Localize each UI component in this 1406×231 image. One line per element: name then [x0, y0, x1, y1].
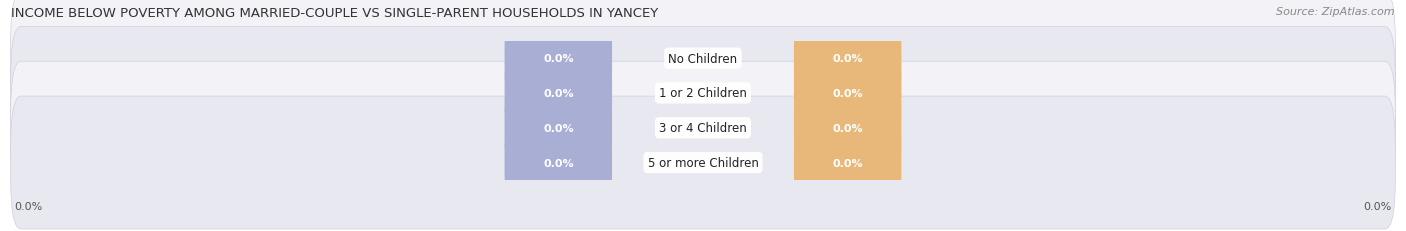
Text: 5 or more Children: 5 or more Children — [648, 156, 758, 169]
Text: 0.0%: 0.0% — [832, 123, 863, 133]
Text: 0.0%: 0.0% — [832, 158, 863, 168]
FancyBboxPatch shape — [11, 62, 1395, 195]
FancyBboxPatch shape — [11, 0, 1395, 125]
FancyBboxPatch shape — [794, 20, 901, 98]
Text: Source: ZipAtlas.com: Source: ZipAtlas.com — [1277, 7, 1395, 17]
FancyBboxPatch shape — [505, 55, 612, 133]
FancyBboxPatch shape — [794, 124, 901, 202]
FancyBboxPatch shape — [505, 124, 612, 202]
Text: 0.0%: 0.0% — [832, 88, 863, 99]
Text: No Children: No Children — [668, 52, 738, 65]
Text: 0.0%: 0.0% — [832, 54, 863, 64]
Text: 0.0%: 0.0% — [543, 123, 574, 133]
Text: 1 or 2 Children: 1 or 2 Children — [659, 87, 747, 100]
Text: 0.0%: 0.0% — [1364, 201, 1392, 211]
FancyBboxPatch shape — [505, 89, 612, 167]
Text: INCOME BELOW POVERTY AMONG MARRIED-COUPLE VS SINGLE-PARENT HOUSEHOLDS IN YANCEY: INCOME BELOW POVERTY AMONG MARRIED-COUPL… — [11, 7, 658, 20]
Text: 0.0%: 0.0% — [543, 54, 574, 64]
FancyBboxPatch shape — [794, 89, 901, 167]
Text: 0.0%: 0.0% — [543, 88, 574, 99]
Text: 0.0%: 0.0% — [543, 158, 574, 168]
FancyBboxPatch shape — [11, 27, 1395, 160]
FancyBboxPatch shape — [794, 55, 901, 133]
FancyBboxPatch shape — [505, 20, 612, 98]
Text: 3 or 4 Children: 3 or 4 Children — [659, 122, 747, 135]
FancyBboxPatch shape — [11, 97, 1395, 229]
Text: 0.0%: 0.0% — [14, 201, 42, 211]
